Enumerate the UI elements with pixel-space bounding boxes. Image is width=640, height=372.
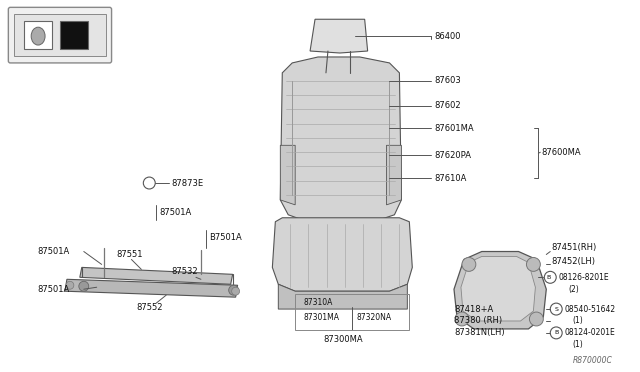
Text: 87451(RH): 87451(RH) [551,243,596,252]
Text: 87501A: 87501A [159,208,191,217]
Polygon shape [65,279,237,297]
Circle shape [550,303,562,315]
Text: 87501A: 87501A [37,247,69,256]
Text: R870000C: R870000C [573,356,612,365]
Circle shape [228,285,239,295]
Circle shape [544,271,556,283]
Text: 08540-51642: 08540-51642 [564,305,615,314]
Bar [24,21,52,49]
Text: 87310A: 87310A [303,298,333,307]
Bar [60,21,88,49]
Text: 86400: 86400 [434,32,461,41]
Circle shape [462,257,476,271]
Bar [14,14,106,56]
Circle shape [550,327,562,339]
Text: 87452(LH): 87452(LH) [551,257,595,266]
Circle shape [232,287,239,295]
Ellipse shape [31,27,45,45]
Text: (2): (2) [568,285,579,294]
Polygon shape [454,251,547,329]
Circle shape [527,257,540,271]
Polygon shape [461,256,536,321]
Text: 87552: 87552 [136,302,163,312]
Text: (1): (1) [572,340,583,349]
Text: B: B [554,330,558,336]
Text: 08126-8201E: 08126-8201E [558,273,609,282]
Text: 87603: 87603 [434,76,461,85]
Text: B7501A: B7501A [209,233,241,242]
Circle shape [455,312,469,326]
FancyBboxPatch shape [8,7,111,63]
Polygon shape [387,145,401,205]
Polygon shape [80,267,233,284]
Polygon shape [280,145,295,205]
Text: 87301MA: 87301MA [303,312,339,321]
Polygon shape [310,19,367,53]
Text: 87601MA: 87601MA [434,124,474,133]
Text: 87602: 87602 [434,101,461,110]
Text: 87418+A: 87418+A [454,305,493,314]
Text: B: B [546,275,550,280]
Text: 87620PA: 87620PA [434,151,471,160]
Text: 87532: 87532 [171,267,198,276]
Polygon shape [273,218,412,291]
Text: 08124-0201E: 08124-0201E [564,328,615,337]
Text: 87320NA: 87320NA [356,312,392,321]
Text: 87873E: 87873E [171,179,204,187]
Circle shape [143,177,156,189]
Text: 87600MA: 87600MA [541,148,581,157]
Text: S: S [554,307,558,312]
Text: 87501A: 87501A [37,285,69,294]
Text: 87610A: 87610A [434,174,467,183]
Bar [295,294,410,330]
Text: 87381N(LH): 87381N(LH) [454,328,504,337]
Text: (1): (1) [572,317,583,326]
Polygon shape [280,57,401,220]
Circle shape [66,281,74,289]
Circle shape [529,312,543,326]
Text: 87551: 87551 [116,250,143,259]
Circle shape [79,281,89,291]
Text: 87300MA: 87300MA [323,335,363,344]
Polygon shape [278,284,407,309]
Text: 87380 (RH): 87380 (RH) [454,317,502,326]
